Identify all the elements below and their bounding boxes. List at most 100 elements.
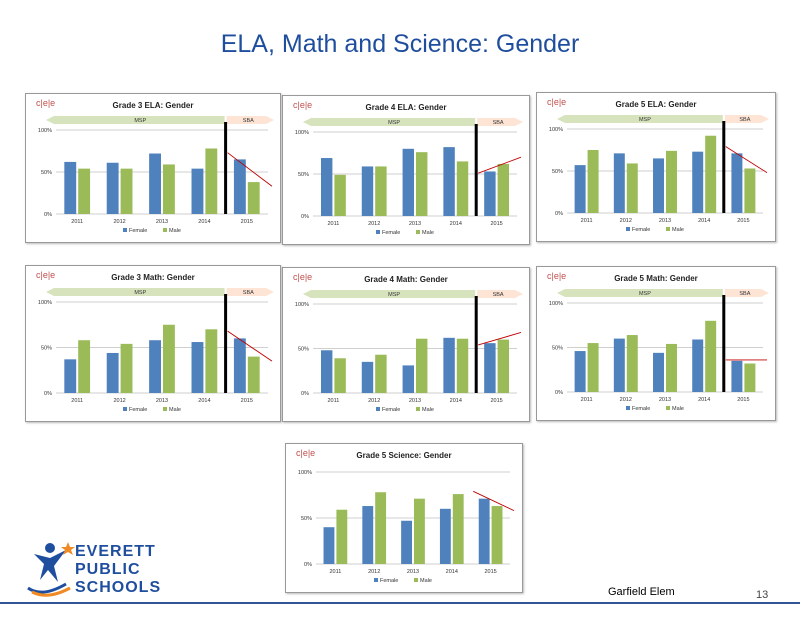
bar-male [247, 182, 260, 214]
bar-female [362, 506, 374, 564]
bar-male [334, 358, 346, 393]
sba-label: SBA [243, 290, 254, 296]
y-tick-label: 50% [41, 346, 52, 352]
bar-female [484, 171, 496, 216]
sba-arrow [226, 116, 274, 124]
legend-label-male: Male [422, 407, 434, 413]
trend-line [473, 490, 515, 512]
bar-female [361, 166, 374, 216]
bar-male [587, 150, 599, 213]
bar-male [456, 161, 469, 216]
y-tick-label: 100% [298, 470, 312, 476]
trend-line [227, 330, 273, 362]
y-tick-label: 100% [295, 302, 309, 308]
legend-swatch-female [374, 578, 378, 582]
chart-title: Grade 5 Science: Gender [356, 451, 451, 460]
msp-label: MSP [639, 291, 651, 297]
bar-female [478, 498, 490, 564]
bar-male [705, 135, 717, 213]
bar-male [120, 168, 133, 214]
cee-logo-icon: c|e|e [296, 448, 315, 458]
x-tick-label: 2012 [113, 398, 125, 404]
sba-label: SBA [739, 117, 750, 123]
x-tick-label: 2015 [484, 569, 496, 575]
bar-male [497, 339, 510, 393]
y-tick-label: 0% [301, 214, 309, 220]
footer-rule [0, 602, 800, 604]
logo-line-2: PUBLIC [75, 561, 141, 578]
x-tick-label: 2015 [241, 219, 253, 225]
x-tick-label: 2014 [450, 398, 462, 404]
bar-male [587, 343, 599, 392]
bar-female [323, 527, 335, 564]
bar-male [205, 148, 218, 214]
school-name: Garfield Elem [608, 586, 675, 598]
sba-arrow [226, 288, 274, 296]
y-tick-label: 100% [38, 128, 52, 134]
x-tick-label: 2011 [327, 398, 339, 404]
msp-arrow [557, 289, 723, 297]
bar-female [484, 343, 496, 393]
bar-female [361, 361, 374, 393]
legend-swatch-male [416, 230, 420, 234]
y-tick-label: 100% [549, 301, 563, 307]
bar-male [78, 340, 91, 393]
x-tick-label: 2011 [581, 218, 593, 224]
x-tick-label: 2014 [698, 218, 710, 224]
msp-label: MSP [639, 117, 651, 123]
x-tick-label: 2013 [407, 569, 419, 575]
bar-female [439, 508, 451, 564]
bar-male [414, 498, 425, 564]
x-tick-label: 2011 [71, 398, 83, 404]
chart-grade3-ela: c|e|e Grade 3 ELA: Gender 0% 50% 100% MSP SBA 2… [36, 98, 274, 234]
bar-female [653, 352, 664, 392]
bar-female [64, 359, 77, 393]
legend-label-male: Male [169, 407, 181, 413]
bar-male [626, 335, 638, 392]
bar-male [205, 329, 218, 393]
y-tick-label: 50% [552, 346, 563, 352]
page-number: 13 [756, 589, 769, 601]
bar-female [233, 159, 246, 214]
chart-title: Grade 3 ELA: Gender [113, 101, 194, 110]
bar-male [626, 163, 638, 213]
bar-female [443, 147, 455, 216]
x-tick-label: 2014 [450, 221, 462, 227]
bar-female [613, 153, 625, 213]
x-tick-label: 2013 [156, 398, 168, 404]
y-tick-label: 100% [38, 300, 52, 306]
logo-line-1: EVERETT [75, 543, 156, 560]
legend-label-female: Female [129, 228, 147, 234]
bar-male [491, 506, 503, 564]
bar-female [106, 162, 119, 214]
bar-male [334, 174, 346, 216]
bar-male [705, 320, 717, 392]
bar-male [375, 166, 387, 216]
legend-swatch-female [123, 228, 127, 232]
chart-grade4-ela: c|e|e Grade 4 ELA: Gender 0% 50% 100% MSP SBA 2… [293, 100, 523, 236]
chart-panel-grade3-ela: c|e|e Grade 3 ELA: Gender 0% 50% 100% MSP SBA 2… [25, 93, 281, 243]
bar-female [191, 168, 204, 214]
legend-label-male: Male [420, 578, 432, 584]
x-tick-label: 2013 [409, 221, 421, 227]
bar-male [416, 152, 428, 216]
msp-arrow [557, 115, 723, 123]
bar-female [731, 360, 743, 392]
x-tick-label: 2012 [368, 398, 380, 404]
bar-male [78, 168, 91, 214]
y-tick-label: 0% [44, 391, 52, 397]
x-tick-label: 2014 [198, 398, 210, 404]
bar-male [416, 338, 428, 393]
x-tick-label: 2015 [490, 398, 502, 404]
y-tick-label: 100% [295, 130, 309, 136]
legend-swatch-female [123, 407, 127, 411]
legend-label-male: Male [422, 230, 434, 236]
chart-panel-grade5-math: c|e|e Grade 5 Math: Gender 0% 50% 100% MSP SBA… [536, 266, 776, 421]
trend-line [725, 146, 768, 174]
bar-female [64, 161, 77, 214]
bar-male [247, 356, 260, 393]
trend-line [478, 332, 522, 346]
legend-label-female: Female [382, 407, 400, 413]
cee-logo-icon: c|e|e [36, 270, 55, 280]
trend-line [478, 156, 522, 174]
